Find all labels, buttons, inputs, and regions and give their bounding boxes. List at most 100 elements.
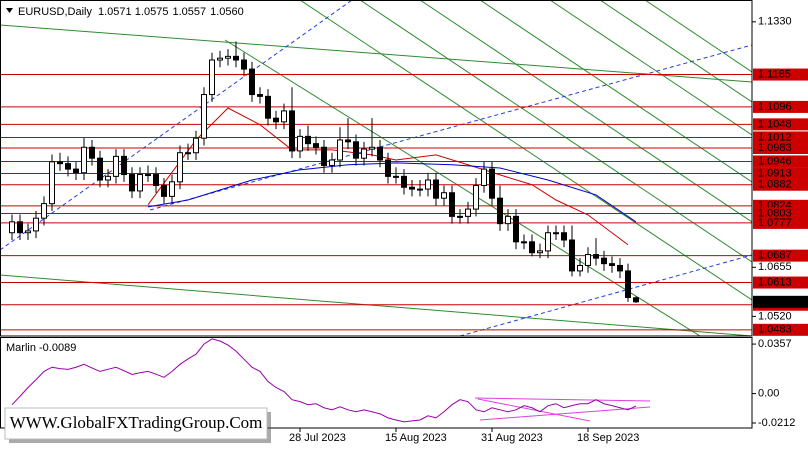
candle-body: [353, 141, 359, 159]
y-tick-label: -0.0212: [758, 417, 795, 429]
level-label: 1.0946: [758, 155, 792, 167]
close-label: 1.0560: [210, 6, 244, 18]
candle-body: [273, 117, 279, 123]
candle-body: [513, 215, 519, 243]
candle-body: [529, 241, 535, 254]
candle-body: [601, 257, 607, 265]
level-label: 1.0803: [758, 207, 792, 219]
candle-body: [177, 152, 183, 183]
candle-body: [169, 181, 175, 197]
menu-arrow: [6, 8, 13, 13]
level-label: 1.0613: [758, 276, 792, 288]
candle-body: [33, 217, 39, 232]
candle-body: [257, 94, 263, 97]
candle-body: [185, 152, 191, 155]
trendline: [0, 24, 752, 83]
level-label-box: [753, 131, 808, 144]
current-price-box: [753, 295, 808, 308]
candle-body: [409, 186, 415, 190]
frame: [0, 0, 753, 429]
oscillator-line: [11, 338, 637, 423]
candle-body: [441, 192, 447, 199]
channel-line: [149, 44, 752, 211]
axes: 1.1185 1.1096 1.10481.10121.09831.09461.09…: [289, 16, 808, 444]
candle-body: [89, 146, 95, 159]
divergence-line: [474, 397, 651, 402]
candle-body: [401, 175, 407, 188]
candle-body: [617, 264, 623, 272]
level-label: 1.0882: [758, 179, 792, 191]
candle-body: [473, 184, 479, 210]
candle-body: [393, 175, 399, 178]
watermark: WWW.GlobalFXTradingGroup.Com: [10, 413, 263, 432]
candle-body: [417, 188, 423, 191]
y-tick-label: 1.0520: [758, 310, 792, 322]
candle-body: [65, 163, 71, 170]
y-tick-label: 1.1330: [758, 16, 792, 28]
candle-body: [145, 174, 151, 177]
candle-body: [585, 254, 591, 266]
candle-body: [217, 57, 223, 61]
level-label-box: [753, 167, 808, 180]
y-tick-label: 0.00: [758, 388, 779, 400]
y-tick-label: 0.0357: [758, 338, 792, 350]
level-label-box: [753, 100, 808, 113]
candle-body: [345, 139, 351, 143]
trendline: [599, 0, 752, 103]
candle-body: [25, 230, 31, 234]
low-label: 1.0557: [172, 6, 206, 18]
level-label-box: [753, 249, 808, 262]
trendline: [549, 0, 752, 136]
candle-body: [209, 59, 215, 96]
trendline: [644, 0, 752, 73]
channel-line: [459, 254, 752, 336]
channel-line: [0, 0, 353, 251]
candle-body: [249, 68, 255, 96]
candle-body: [9, 221, 15, 234]
trendline: [479, 0, 752, 183]
symbol: EURUSD,Daily: [18, 6, 92, 18]
candle-body: [553, 232, 559, 235]
watermark-box: [4, 407, 268, 440]
candle-body: [41, 203, 47, 219]
candle-body: [609, 263, 615, 266]
level-label-box: [753, 68, 808, 81]
osc-frame: [0, 337, 753, 429]
candle-body: [321, 146, 327, 166]
osc-title: Marlin -0.0089: [6, 342, 76, 354]
level-label-box: [753, 118, 808, 131]
candle-body: [297, 135, 303, 152]
candle-body: [97, 157, 103, 181]
candle-body: [153, 174, 159, 186]
candle-body: [305, 135, 311, 145]
candle-body: [433, 179, 439, 199]
candle-body: [425, 179, 431, 190]
candle-body: [377, 146, 383, 161]
candle-body: [593, 254, 599, 259]
candle-body: [457, 215, 463, 218]
candle-body: [577, 264, 583, 272]
high-label: 1.0575: [135, 6, 169, 18]
candle-body: [633, 297, 639, 303]
candle-body: [337, 139, 343, 161]
candle-body: [49, 161, 55, 205]
candle-body: [281, 110, 287, 123]
candle-body: [73, 168, 79, 174]
candle-body: [545, 232, 551, 252]
level-label: 1.1185: [758, 68, 791, 80]
level-label: 1.1096: [758, 101, 792, 113]
trendlines: [0, 0, 752, 336]
candle-body: [161, 184, 167, 197]
candle-body: [201, 94, 207, 139]
x-tick-label: 18 Sep 2023: [577, 432, 639, 444]
level-label-box: [753, 323, 808, 336]
level-label: 1.0777: [758, 217, 792, 229]
x-tick-label: 31 Aug 2023: [481, 432, 543, 444]
trendline: [299, 0, 752, 301]
x-tick-label: 28 Jul 2023: [289, 432, 346, 444]
moving-average: [147, 107, 629, 246]
candle-body: [105, 175, 111, 181]
candle-body: [313, 143, 319, 148]
x-tick-label: 15 Aug 2023: [385, 432, 447, 444]
